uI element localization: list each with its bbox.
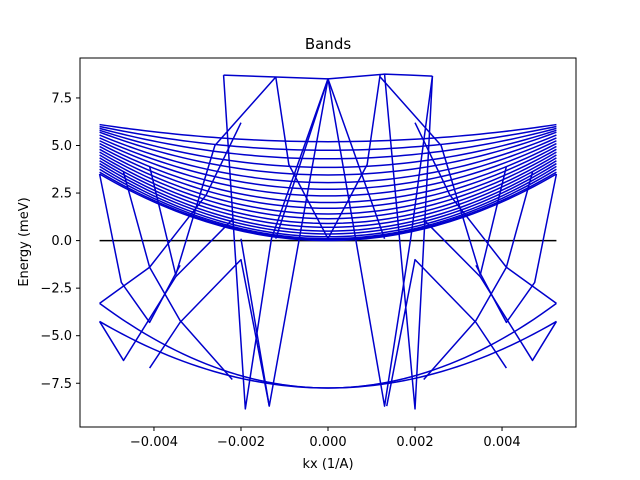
- upper-band-peaks-line: [223, 73, 433, 80]
- y-tick-label: 7.5: [51, 91, 72, 106]
- crossing-line-3: [98, 219, 233, 362]
- crossing-line-8: [240, 78, 329, 407]
- x-tick-label: 0.002: [396, 435, 433, 450]
- upper-band-4: [99, 165, 557, 238]
- y-tick-label: 0.0: [51, 234, 72, 249]
- upper-band-7: [99, 157, 557, 229]
- crossing-line-9: [275, 74, 381, 240]
- upper-band-15: [99, 134, 557, 184]
- crossing-line-7: [222, 75, 329, 410]
- upper-band-6: [99, 160, 557, 232]
- upper-band-1: [99, 173, 557, 242]
- x-axis-ticks: −0.004 −0.002 0.000 0.002 0.004: [130, 427, 521, 450]
- upper-band-8: [99, 154, 557, 225]
- crossing-line-11: [327, 75, 434, 407]
- lower-band-2: [99, 320, 557, 389]
- crossing-line-6: [148, 258, 270, 407]
- x-tick-label: 0.004: [483, 435, 520, 450]
- crossing-line-5: [148, 76, 277, 276]
- upper-band-17: [99, 129, 557, 169]
- y-tick-label: −5.0: [40, 329, 72, 344]
- crossing-line-16: [414, 122, 534, 268]
- crossing-line-12: [383, 74, 434, 410]
- upper-band-20: [99, 123, 557, 143]
- plot-data-layer: [98, 73, 558, 410]
- x-tick-label: 0.000: [309, 435, 346, 450]
- upper-band-5: [99, 162, 557, 235]
- crossing-line-4: [122, 122, 242, 268]
- crossing-line-18: [386, 258, 508, 407]
- y-tick-label: 5.0: [51, 139, 72, 154]
- upper-band-13: [99, 140, 557, 197]
- crossing-line-17: [379, 76, 508, 276]
- y-axis-label: Energy (meV): [17, 197, 32, 286]
- y-tick-label: 2.5: [51, 187, 72, 202]
- crossing-line-15: [423, 219, 558, 362]
- upper-band-19: [99, 125, 557, 151]
- chart-title: Bands: [305, 35, 352, 53]
- upper-band-12: [99, 142, 557, 204]
- x-axis-label: kx (1/A): [302, 457, 353, 472]
- upper-band-9: [99, 151, 557, 220]
- upper-band-11: [99, 145, 557, 210]
- y-tick-label: −7.5: [40, 377, 72, 392]
- upper-band-18: [99, 127, 557, 160]
- upper-band-2: [99, 171, 557, 241]
- x-tick-label: −0.002: [217, 435, 265, 450]
- upper-band-14: [99, 137, 557, 190]
- y-tick-label: −2.5: [40, 282, 72, 297]
- y-axis-ticks: −7.5 −5.0 −2.5 0.0 2.5 5.0 7.5: [40, 91, 80, 392]
- upper-band-16: [99, 131, 557, 176]
- upper-band-10: [99, 148, 557, 215]
- x-tick-label: −0.004: [130, 435, 178, 450]
